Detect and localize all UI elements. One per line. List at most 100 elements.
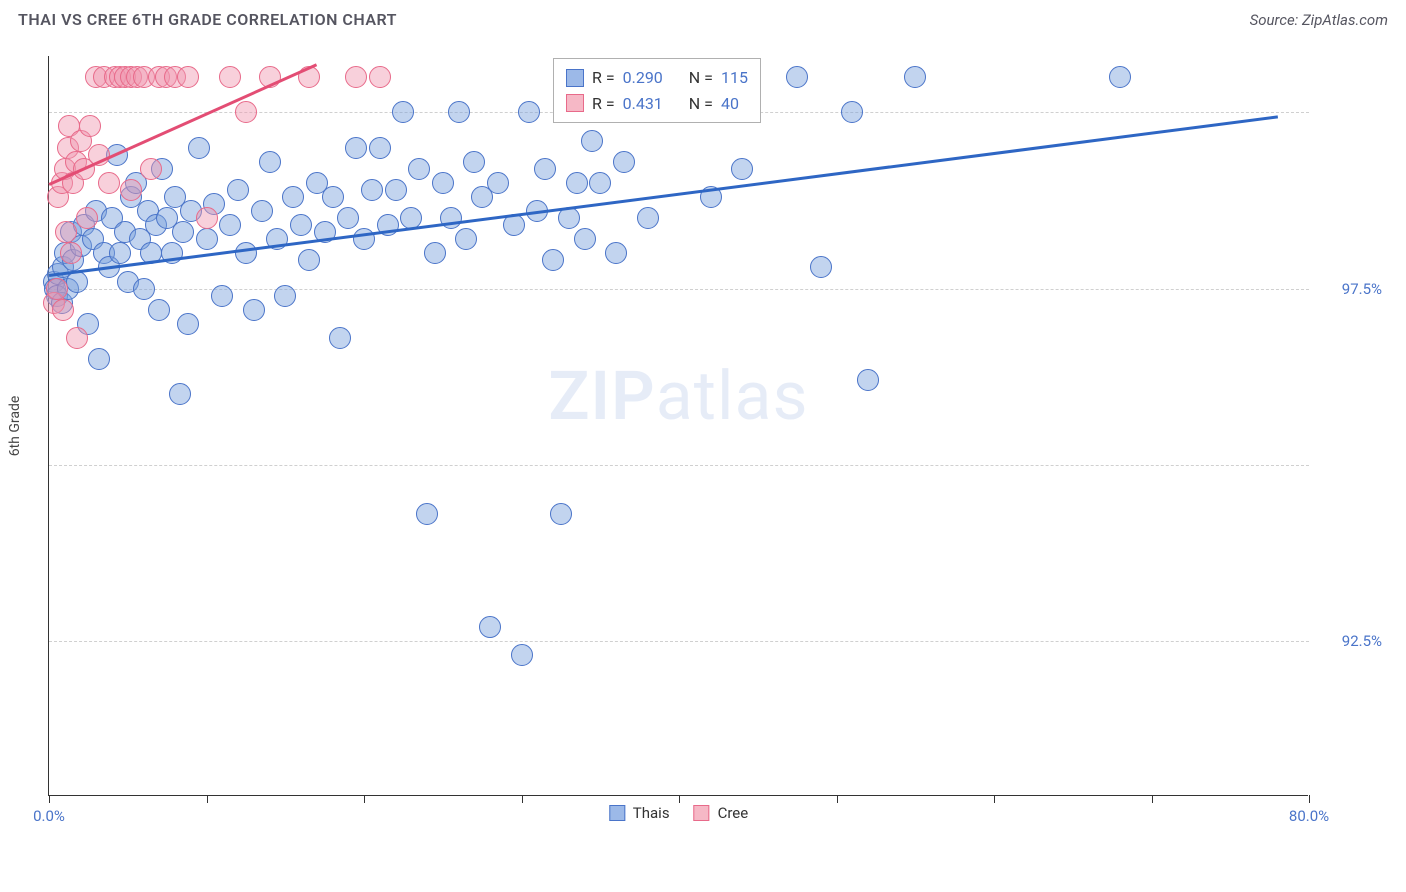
data-point [196, 207, 218, 229]
data-point [329, 327, 351, 349]
r-value: 0.431 [623, 91, 663, 117]
data-point [227, 179, 249, 201]
data-point [424, 242, 446, 264]
data-point [534, 158, 556, 180]
data-point [581, 130, 603, 152]
source-label: Source: ZipAtlas.com [1250, 11, 1388, 29]
data-point [479, 616, 501, 638]
data-point [361, 179, 383, 201]
y-axis-title: 6th Grade [7, 395, 23, 456]
data-point [76, 207, 98, 229]
n-value: 40 [721, 91, 739, 117]
data-point [605, 242, 627, 264]
series-label: Thais [633, 801, 670, 825]
data-point [55, 221, 77, 243]
data-point [786, 66, 808, 88]
x-tick [1309, 795, 1310, 803]
data-point [235, 242, 257, 264]
data-point [518, 101, 540, 123]
data-point [589, 172, 611, 194]
data-point [79, 115, 101, 137]
data-point [251, 200, 273, 222]
plot-area: ZIPatlas 6th Grade ThaisCree 92.5%97.5%0… [48, 56, 1308, 796]
x-tick-label: 0.0% [33, 807, 65, 825]
data-point [574, 228, 596, 250]
watermark: ZIPatlas [548, 356, 808, 436]
x-tick [1152, 795, 1153, 803]
data-point [369, 66, 391, 88]
legend-swatch [566, 69, 584, 87]
data-point [542, 249, 564, 271]
data-point [298, 249, 320, 271]
gridline [49, 289, 1309, 290]
legend-swatch [609, 805, 625, 821]
data-point [857, 369, 879, 391]
data-point [219, 214, 241, 236]
data-point [337, 207, 359, 229]
data-point [259, 151, 281, 173]
r-label: R = [592, 91, 615, 117]
data-point [88, 348, 110, 370]
data-point [169, 383, 191, 405]
data-point [448, 101, 470, 123]
data-point [637, 207, 659, 229]
legend-swatch [566, 94, 584, 112]
data-point [731, 158, 753, 180]
data-point [613, 151, 635, 173]
data-point [120, 179, 142, 201]
data-point [148, 299, 170, 321]
y-tick-label: 92.5% [1342, 632, 1382, 650]
stats-legend: R =0.290N =115R =0.431N =40 [553, 58, 761, 123]
legend-row: R = 0.431 N = 40 [566, 91, 748, 117]
data-point [52, 299, 74, 321]
data-point [98, 172, 120, 194]
data-point [235, 101, 257, 123]
data-point [416, 503, 438, 525]
legend-row: R =0.290N =115 [566, 65, 748, 91]
r-value: 0.290 [623, 65, 663, 91]
data-point [133, 278, 155, 300]
data-point [196, 228, 218, 250]
bottom-legend: Thais Cree [609, 801, 748, 825]
n-label: N = [689, 91, 713, 117]
data-point [345, 66, 367, 88]
x-tick-label: 80.0% [1289, 807, 1329, 825]
data-point [904, 66, 926, 88]
data-point [487, 172, 509, 194]
data-point [274, 285, 296, 307]
data-point [392, 101, 414, 123]
data-point [463, 151, 485, 173]
legend-swatch [694, 805, 710, 821]
x-tick [522, 795, 523, 803]
chart-container: ZIPatlas 6th Grade ThaisCree 92.5%97.5%0… [48, 56, 1388, 826]
chart-title: THAI VS CREE 6TH GRADE CORRELATION CHART [18, 10, 397, 29]
data-point [243, 299, 265, 321]
x-tick [837, 795, 838, 803]
data-point [841, 101, 863, 123]
data-point [188, 137, 210, 159]
data-point [172, 221, 194, 243]
data-point [440, 207, 462, 229]
data-point [810, 256, 832, 278]
data-point [1109, 66, 1131, 88]
data-point [455, 228, 477, 250]
x-tick [364, 795, 365, 803]
data-point [408, 158, 430, 180]
data-point [211, 285, 233, 307]
data-point [432, 172, 454, 194]
data-point [322, 186, 344, 208]
x-tick [994, 795, 995, 803]
y-tick-label: 97.5% [1342, 280, 1382, 298]
n-label: N = [689, 65, 713, 91]
x-tick [49, 795, 50, 803]
series-legend-item: Thais [609, 801, 670, 825]
x-tick [207, 795, 208, 803]
data-point [550, 503, 572, 525]
data-point [511, 644, 533, 666]
series-label: Cree [718, 801, 749, 825]
data-point [219, 66, 241, 88]
data-point [66, 327, 88, 349]
x-tick [679, 795, 680, 803]
gridline [49, 465, 1309, 466]
series-legend-item: Cree [694, 801, 749, 825]
